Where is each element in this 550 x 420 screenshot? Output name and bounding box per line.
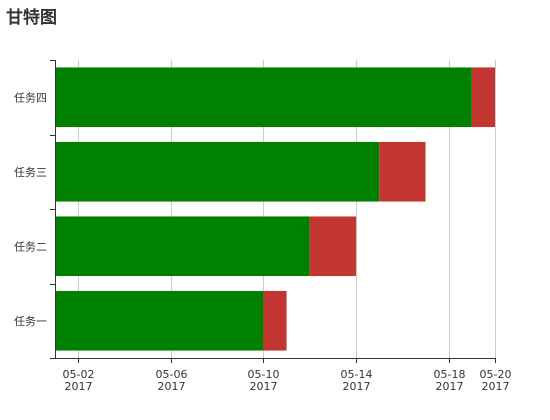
bars-layer [55,67,495,351]
bar-red-1 [263,290,287,351]
bar-red-2 [309,216,357,277]
x-tick-year: 2017 [343,380,371,393]
x-tick-label: 05-20 [480,368,512,381]
bar-green-2 [55,216,310,277]
task-label: 任务二 [14,240,47,253]
task-label: 任务三 [14,166,47,179]
x-tick-label: 05-14 [341,368,373,381]
bar-green-4 [55,67,472,128]
x-tick-label: 05-10 [248,368,280,381]
x-tick-year: 2017 [65,380,93,393]
x-tick-label: 05-18 [434,368,466,381]
bar-green-3 [55,141,380,202]
bar-green-1 [55,290,264,351]
x-tick-label: 05-06 [156,368,188,381]
x-tick-year: 2017 [436,380,464,393]
task-label: 任务一 [14,315,47,328]
x-tick-year: 2017 [158,380,186,393]
bar-red-3 [379,141,426,202]
task-label: 任务四 [14,91,47,104]
x-tick-year: 2017 [482,380,510,393]
x-tick-label: 05-02 [63,368,95,381]
axes-layer: 任务一任务二任务三任务四05-02201705-06201705-1020170… [14,60,511,393]
chart-title: 甘特图 [6,8,57,28]
bar-red-4 [471,67,495,128]
x-tick-year: 2017 [250,380,278,393]
